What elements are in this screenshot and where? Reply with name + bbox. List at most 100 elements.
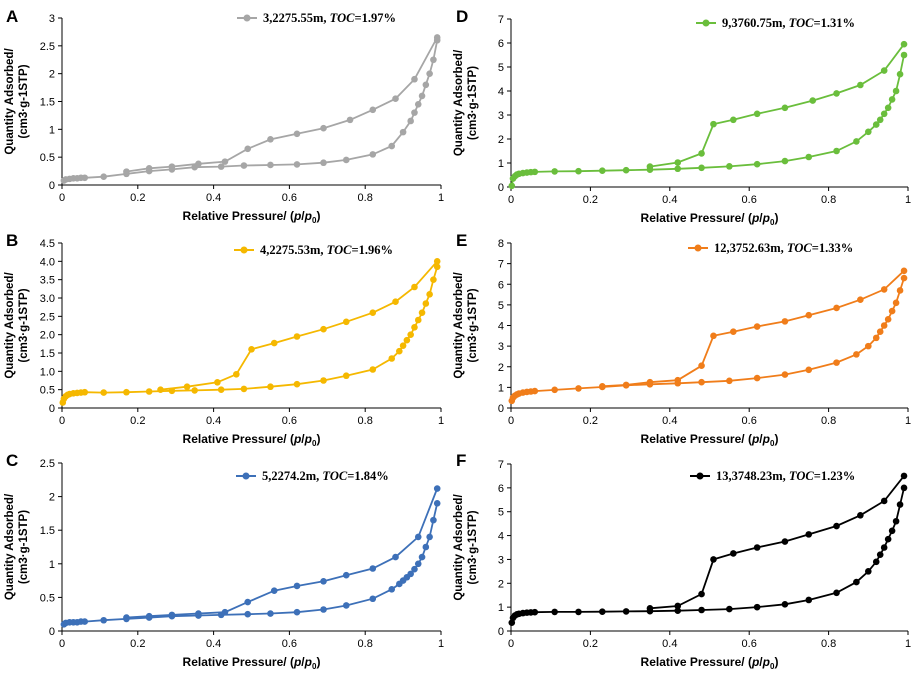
desorption-point xyxy=(857,81,864,89)
adsorption-point xyxy=(320,377,327,384)
adsorption-point xyxy=(123,388,130,396)
adsorption-point xyxy=(422,300,430,307)
adsorption-point xyxy=(888,96,896,103)
y-tick-label: 6 xyxy=(498,38,504,50)
legend-marker xyxy=(694,244,702,252)
y-tick-label: 7 xyxy=(498,259,504,271)
x-tick-label: 1 xyxy=(905,415,911,427)
desorption-point xyxy=(293,130,301,138)
adsorption-point xyxy=(551,168,558,175)
x-tick-label: 0 xyxy=(59,192,65,204)
adsorption-point xyxy=(888,307,896,315)
y-axis-label-line1: Quantity Adsorbed/ xyxy=(4,272,16,379)
desorption-point xyxy=(270,339,278,347)
adsorption-point xyxy=(531,168,539,176)
adsorption-line xyxy=(61,266,439,403)
adsorption-point xyxy=(575,608,582,616)
adsorption-point xyxy=(407,331,414,338)
y-tick-label: 0 xyxy=(49,403,55,415)
x-tick-label: 0.4 xyxy=(206,192,221,204)
y-axis-label-line1: Quantity Adsorbed/ xyxy=(4,493,16,600)
desorption-point xyxy=(221,608,229,616)
x-tick-label: 1 xyxy=(438,415,444,427)
desorption-point xyxy=(805,531,813,538)
desorption-point xyxy=(411,75,418,83)
desorption-point xyxy=(293,582,301,590)
adsorption-point xyxy=(781,600,789,608)
adsorption-point xyxy=(805,366,813,374)
y-tick-label: 3 xyxy=(498,110,504,122)
legend-text: 4,2275.53m, TOC=1.96% xyxy=(260,243,393,257)
adsorption-point xyxy=(853,578,860,586)
adsorption-point xyxy=(433,500,441,507)
y-axis-label-line2: (cm3·g-1STP) xyxy=(18,288,30,362)
desorption-point xyxy=(248,346,255,353)
y-axis-label-line1: Quantity Adsorbed/ xyxy=(4,48,16,155)
y-tick-label: 2.5 xyxy=(40,311,55,323)
x-tick-label: 0.4 xyxy=(206,638,221,650)
adsorption-point xyxy=(853,138,860,145)
adsorption-point xyxy=(411,109,418,116)
y-tick-label: 0.5 xyxy=(40,152,55,164)
y-tick-label: 2.0 xyxy=(40,330,55,342)
desorption-point xyxy=(168,163,176,170)
desorption-point xyxy=(781,318,789,325)
y-tick-label: 0.5 xyxy=(40,592,55,604)
legend-text: 12,3752.63m, TOC=1.33% xyxy=(714,241,853,255)
adsorption-point xyxy=(896,501,904,508)
desorption-point xyxy=(369,309,377,316)
y-tick-label: 0.5 xyxy=(40,385,55,397)
legend-marker xyxy=(242,472,250,480)
adsorption-point xyxy=(892,517,900,525)
desorption-point xyxy=(320,577,327,585)
adsorption-point xyxy=(900,484,908,492)
desorption-point xyxy=(833,522,840,530)
legend-marker xyxy=(240,246,248,254)
y-tick-label: 3 xyxy=(49,13,55,25)
adsorption-point xyxy=(407,570,414,578)
adsorption-point xyxy=(781,371,789,378)
panel-a: A 0 0.5 1 1.5 2 2.5 3 0 0.2 0.4 0.6 0.8 1 Relative Pre… xyxy=(4,7,444,225)
panel-b: B 0 0.5 1.0 1.5 2.0 2.5 3.0 3.5 4.0 4.5 0 0.2 0.4 0.6 0… xyxy=(4,231,444,448)
adsorption-point xyxy=(896,287,904,294)
panel-letter: A xyxy=(6,7,18,26)
desorption-point xyxy=(168,611,176,619)
desorption-point xyxy=(123,168,130,175)
adsorption-point xyxy=(411,324,418,331)
x-tick-label: 0.8 xyxy=(358,415,373,427)
desorption-point xyxy=(646,605,654,612)
adsorption-point xyxy=(407,117,414,125)
adsorption-line xyxy=(63,40,439,182)
panel-f: F 0 1 2 3 4 5 6 7 0 0.2 0.4 0.6 0.8 1 Relative Pressure… xyxy=(453,451,911,671)
adsorption-point xyxy=(399,342,407,349)
x-tick-label: 0.8 xyxy=(821,415,836,427)
desorption-point xyxy=(599,383,606,390)
desorption-line xyxy=(649,43,905,168)
y-tick-label: 4.5 xyxy=(40,238,55,250)
adsorption-point xyxy=(726,605,733,613)
legend-text: 13,3748.23m, TOC=1.23% xyxy=(716,469,855,483)
desorption-point xyxy=(730,550,737,557)
desorption-point xyxy=(342,571,350,579)
x-axis-label: Relative Pressure/ (p/p0) xyxy=(183,432,321,448)
y-tick-label: 0 xyxy=(498,403,504,415)
x-tick-label: 0.6 xyxy=(282,415,297,427)
adsorption-point xyxy=(430,516,437,524)
desorption-point xyxy=(674,602,682,610)
adsorption-point xyxy=(145,388,153,395)
adsorption-point xyxy=(884,535,892,543)
legend-marker xyxy=(243,14,251,22)
y-tick-label: 7 xyxy=(498,14,504,26)
adsorption-point xyxy=(414,316,422,324)
x-axis-label: Relative Pressure/ (p/p0) xyxy=(641,655,779,671)
x-axis-label: Relative Pressure/ (p/p0) xyxy=(183,209,321,225)
desorption-point xyxy=(809,97,817,104)
adsorption-point xyxy=(753,374,761,382)
y-tick-label: 3 xyxy=(498,341,504,353)
adsorption-point xyxy=(896,70,904,78)
y-axis-label-line2: (cm3·g-1STP) xyxy=(467,288,479,362)
panel-e: E 0 1 2 3 4 5 6 7 8 0 0.2 0.4 0.6 0.8 1 Relative Pressur… xyxy=(453,231,911,448)
adsorption-point xyxy=(217,386,225,393)
desorption-point xyxy=(414,533,422,541)
adsorption-point xyxy=(833,359,840,366)
